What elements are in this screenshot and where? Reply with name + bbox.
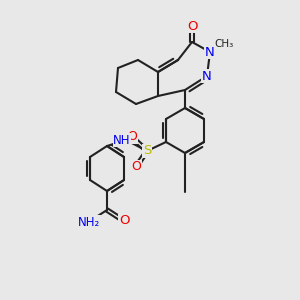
Text: N: N <box>202 70 212 83</box>
Text: NH₂: NH₂ <box>78 215 100 229</box>
Text: O: O <box>127 130 137 143</box>
Text: S: S <box>143 145 151 158</box>
Text: NH: NH <box>113 134 131 146</box>
Text: O: O <box>187 20 197 32</box>
Text: N: N <box>205 46 215 59</box>
Text: O: O <box>119 214 129 227</box>
Text: O: O <box>131 160 141 173</box>
Text: CH₃: CH₃ <box>214 39 234 49</box>
